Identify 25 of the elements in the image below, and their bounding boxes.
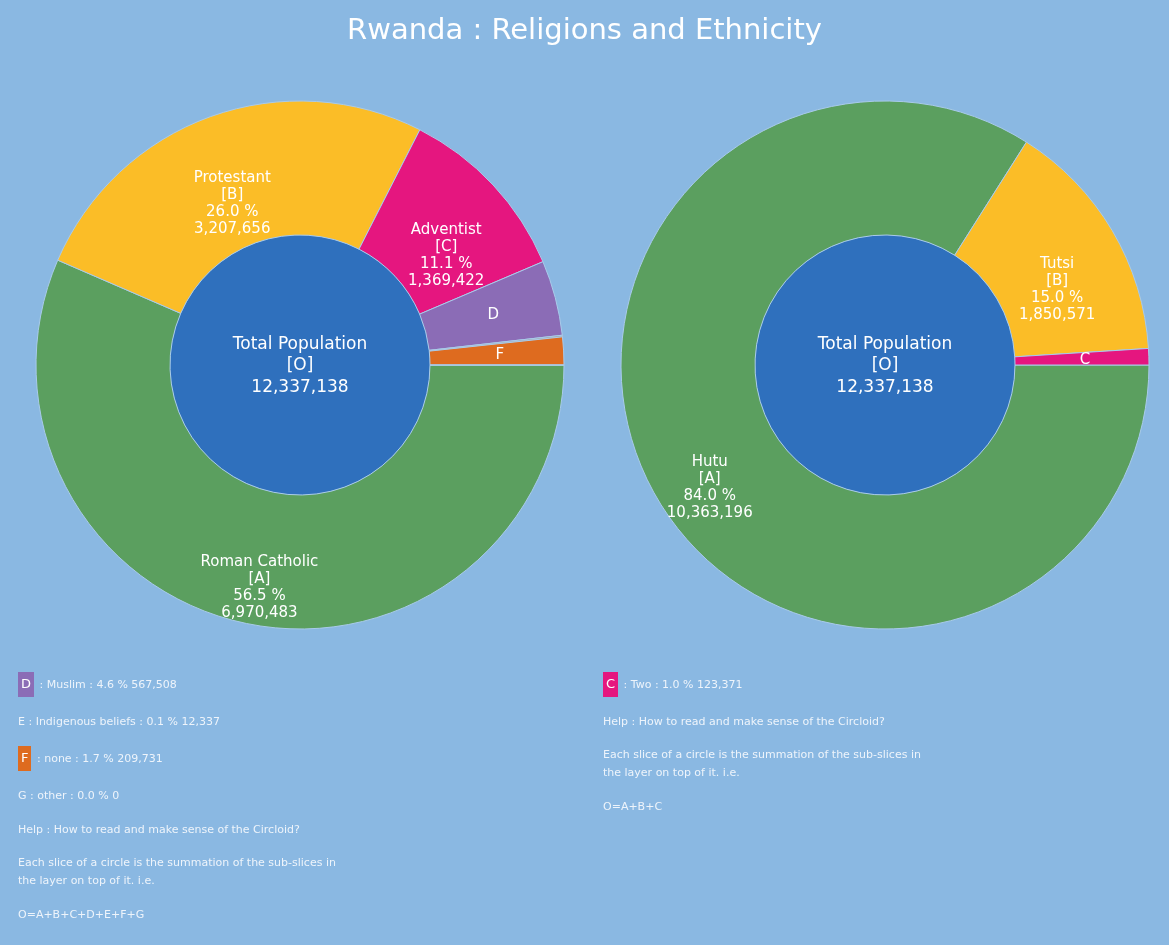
slice-label: D [487,305,500,324]
data-label: [A] 84.0 % 10,363,196 [666,469,753,522]
data-label: [A] 56.5 % 6,970,483 [221,568,298,621]
text: G : other : 0.0 % 0 [18,788,121,805]
text: Each slice of a circle is the summation of the sub-slices in the layer on top of it. i.e. [18,855,337,889]
slice-label: Protestant [193,167,271,186]
donut-slice [620,100,1150,630]
text: Help : How to read and make sense of the Circloid? [603,713,886,730]
text: C : Two : 1.0 % 123,371 [605,675,744,693]
text: F : none : 1.7 % 209,731 [20,749,164,768]
text: E : Indigenous beliefs : 0.1 % 12,337 [18,713,221,730]
slice-label: Adventist [410,219,482,238]
slice-label: Hutu [691,452,728,471]
text: O=A+B+C+D+E+F+G [18,906,146,923]
text: Help : How to read and make sense of the Circloid? [18,821,301,838]
slice-label: Roman Catholic [200,551,319,570]
chart-title: Rwanda : Religions and Ethnicity [346,12,823,46]
slice-label: F [495,345,505,364]
text: Each slice of a circle is the summation of the sub-slices in the layer on top of it. i.e. [603,747,922,781]
slice-label: C [1079,349,1091,368]
text: D : Muslim : 4.6 % 567,508 [20,675,178,693]
slice-label: Tutsi [1039,254,1075,273]
text: O=A+B+C [603,798,664,815]
data-label: [B] 26.0 % 3,207,656 [194,184,271,237]
data-label: [B] 15.0 % 1,850,571 [1018,271,1096,324]
